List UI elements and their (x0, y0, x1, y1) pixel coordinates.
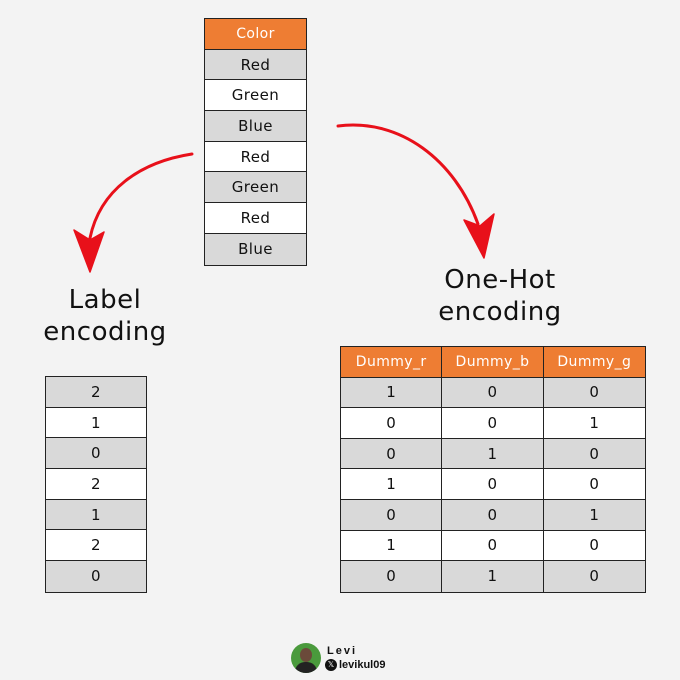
table-row: 2 (46, 377, 146, 408)
onehot-cell: 1 (341, 530, 443, 561)
onehot-cell: 0 (442, 469, 544, 499)
onehot-cell: 1 (341, 469, 443, 499)
author-handle-row: 𝕏 levikul09 (325, 658, 385, 672)
onehot-cell: 0 (543, 438, 645, 469)
label-cell: 1 (46, 407, 146, 438)
onehot-title-line1: One-Hot (444, 265, 556, 295)
label-encoding-table: 2 1 0 2 1 2 0 (45, 376, 147, 593)
onehot-cell: 1 (341, 377, 443, 408)
right-arrow (336, 123, 495, 259)
color-table-header: Color (205, 19, 306, 50)
onehot-cell: 1 (442, 561, 544, 592)
author-handle: levikul09 (339, 659, 386, 671)
onehot-cell: 0 (442, 530, 544, 561)
table-row: Blue (205, 111, 306, 142)
table-row: Red (205, 203, 306, 234)
onehot-cell: 0 (341, 408, 443, 438)
table-row: 0 1 0 (341, 438, 645, 470)
color-cell: Red (205, 203, 306, 233)
label-cell: 1 (46, 499, 146, 530)
color-cell: Blue (205, 233, 306, 265)
onehot-table-header: Dummy_r Dummy_b Dummy_g (341, 347, 645, 378)
table-row: 1 0 0 (341, 530, 645, 562)
label-title-line1: Label (68, 285, 142, 315)
onehot-cell: 1 (442, 438, 544, 469)
color-cell: Blue (205, 111, 306, 141)
onehot-encoding-table: Dummy_r Dummy_b Dummy_g 1 0 0 0 0 1 0 1 … (340, 346, 646, 593)
color-cell: Red (205, 49, 306, 80)
author-name: Levi (327, 645, 358, 657)
label-title-line2: encoding (43, 317, 167, 347)
table-row: Green (205, 80, 306, 112)
author-footer: Levi 𝕏 levikul09 (291, 642, 385, 674)
table-row: 1 (46, 499, 146, 531)
table-row: 2 (46, 469, 146, 500)
table-row: Green (205, 172, 306, 204)
onehot-cell: 0 (543, 377, 645, 408)
table-row: Red (205, 141, 306, 173)
table-row: 1 (46, 407, 146, 439)
author-info: Levi 𝕏 levikul09 (325, 644, 385, 672)
x-logo-icon: 𝕏 (325, 659, 337, 671)
table-row: 0 (46, 438, 146, 470)
label-cell: 0 (46, 438, 146, 469)
table-row: 1 0 0 (341, 377, 645, 409)
onehot-header-cell: Dummy_b (442, 347, 544, 377)
onehot-cell: 0 (442, 377, 544, 408)
onehot-cell: 0 (543, 469, 645, 499)
label-encoding-title: Label encoding (25, 284, 185, 348)
onehot-cell: 0 (543, 530, 645, 561)
left-arrow (73, 152, 194, 273)
color-cell: Red (205, 141, 306, 172)
onehot-cell: 0 (442, 499, 544, 530)
onehot-cell: 0 (341, 499, 443, 530)
onehot-cell: 1 (543, 499, 645, 530)
table-row: 2 (46, 530, 146, 562)
color-header-cell: Color (205, 19, 306, 49)
table-row: 0 0 1 (341, 499, 645, 531)
onehot-cell: 0 (442, 408, 544, 438)
table-row: 0 0 1 (341, 408, 645, 439)
color-cell: Green (205, 172, 306, 203)
onehot-header-cell: Dummy_r (341, 347, 443, 377)
avatar (291, 643, 321, 673)
onehot-title-line2: encoding (438, 297, 562, 327)
label-cell: 2 (46, 469, 146, 499)
onehot-cell: 0 (543, 561, 645, 592)
onehot-cell: 0 (341, 438, 443, 469)
label-cell: 2 (46, 377, 146, 407)
table-row: 0 1 0 (341, 561, 645, 592)
table-row: 0 (46, 561, 146, 592)
onehot-header-cell: Dummy_g (543, 347, 645, 377)
onehot-cell: 1 (543, 408, 645, 438)
table-row: Red (205, 49, 306, 81)
label-cell: 0 (46, 561, 146, 592)
onehot-encoding-title: One-Hot encoding (410, 264, 590, 328)
table-row: 1 0 0 (341, 469, 645, 500)
color-cell: Green (205, 80, 306, 111)
table-row: Blue (205, 233, 306, 265)
onehot-cell: 0 (341, 561, 443, 592)
label-cell: 2 (46, 530, 146, 561)
color-table: Color Red Green Blue Red Green Red Blue (204, 18, 307, 266)
